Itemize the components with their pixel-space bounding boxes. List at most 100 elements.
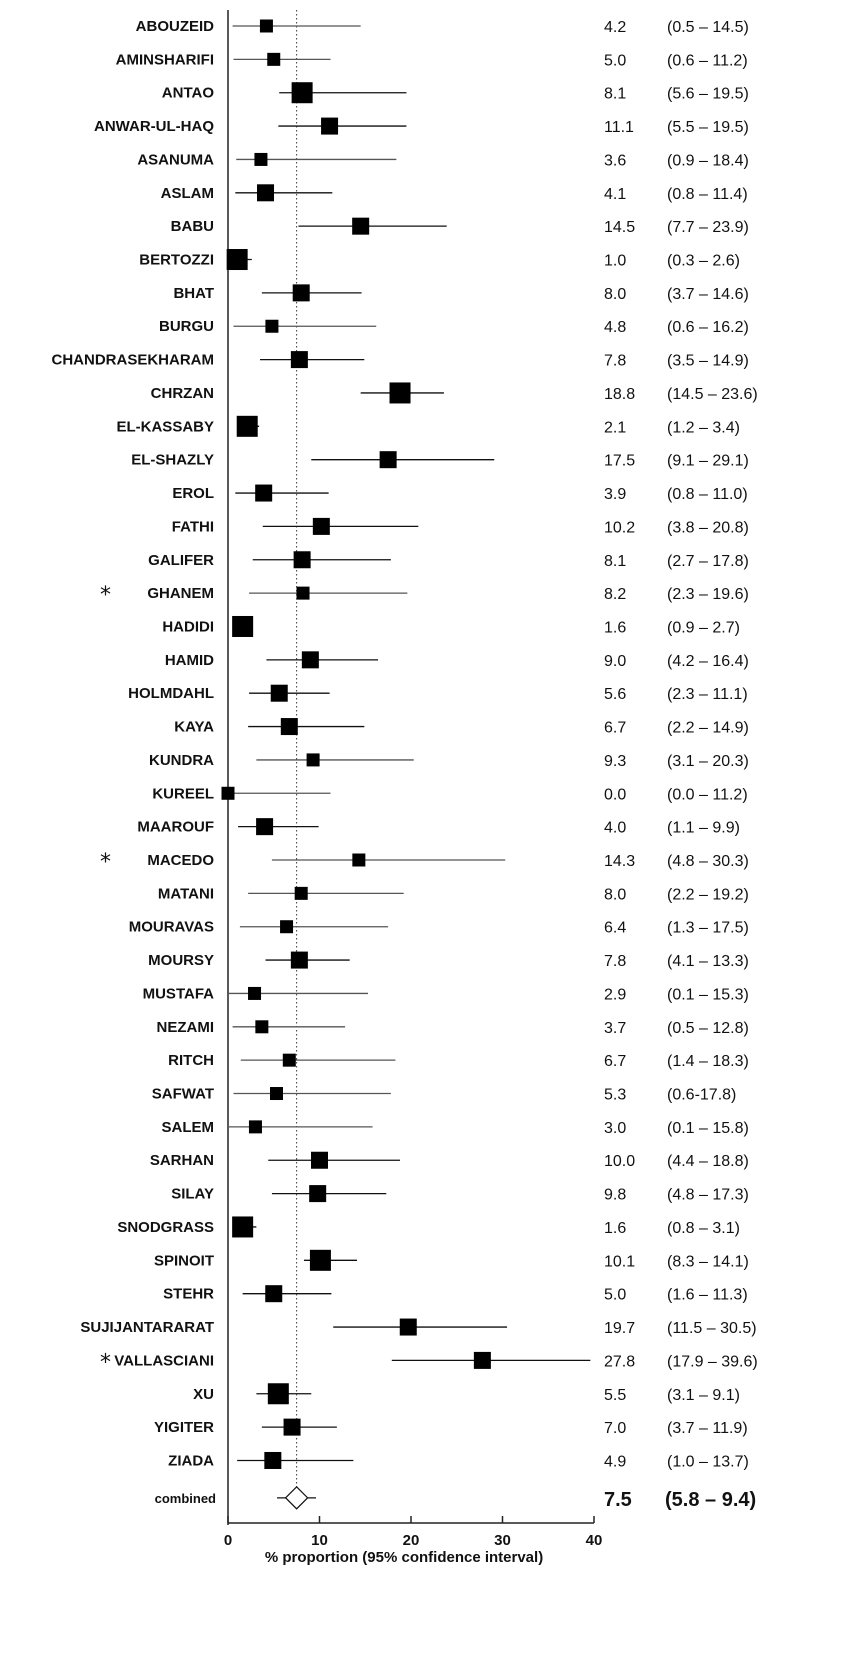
estimate-square	[267, 1383, 289, 1405]
x-axis-label: % proportion (95% confidence interval)	[265, 1549, 543, 1566]
study-label: HOLMDAHL	[128, 685, 214, 702]
estimate-square	[264, 1451, 282, 1469]
estimate-square	[292, 284, 310, 302]
estimate-value: 3.0	[604, 1120, 626, 1137]
study-label: SARHAN	[150, 1152, 214, 1169]
ci-value: (0.0 – 11.2)	[667, 786, 748, 803]
ci-value: (0.3 – 2.6)	[667, 253, 740, 270]
estimate-value: 18.8	[604, 386, 635, 403]
study-label: EROL	[172, 485, 214, 502]
estimate-value: 2.9	[604, 986, 626, 1003]
estimate-square	[226, 249, 248, 271]
estimate-value: 7.8	[604, 953, 626, 970]
study-label: MOURAVAS	[129, 919, 214, 936]
estimate-square	[280, 718, 298, 736]
study-label: AMINSHARIFI	[116, 51, 214, 68]
study-label: SALEM	[162, 1119, 215, 1136]
study-label: MAAROUF	[137, 819, 214, 836]
study-label: NEZAMI	[157, 1019, 215, 1036]
estimate-square	[255, 1020, 269, 1034]
estimate-square	[257, 184, 275, 202]
combined-ci: (5.8 – 9.4)	[665, 1489, 756, 1511]
study-label: MATANI	[158, 885, 214, 902]
estimate-square	[221, 786, 235, 800]
ci-value: (9.1 – 29.1)	[667, 453, 749, 470]
estimate-value: 14.5	[604, 219, 635, 236]
x-tick-label: 30	[494, 1532, 511, 1549]
estimate-value: 5.5	[604, 1387, 626, 1404]
ci-value: (8.3 – 14.1)	[667, 1253, 749, 1270]
estimate-square	[265, 1285, 283, 1303]
estimate-square	[256, 818, 274, 836]
study-label: XU	[193, 1386, 214, 1403]
estimate-square	[399, 1318, 417, 1336]
study-label: HADIDI	[162, 618, 214, 635]
ci-value: (0.6 – 16.2)	[667, 319, 749, 336]
ci-value: (4.4 – 18.8)	[667, 1153, 749, 1170]
ci-value: (3.1 – 20.3)	[667, 753, 749, 770]
estimate-value: 11.1	[604, 119, 634, 136]
estimate-value: 1.6	[604, 619, 626, 636]
estimate-square	[306, 753, 320, 767]
estimate-square	[232, 1216, 254, 1238]
estimate-value: 8.2	[604, 586, 626, 603]
study-label: MOURSY	[148, 952, 214, 969]
ci-value: (3.7 – 14.6)	[667, 286, 749, 303]
study-label: MACEDO	[147, 852, 214, 869]
ci-value: (14.5 – 23.6)	[667, 386, 758, 403]
estimate-square	[254, 152, 268, 166]
ci-value: (2.3 – 19.6)	[667, 586, 749, 603]
estimate-square	[282, 1053, 296, 1067]
estimate-square	[352, 217, 370, 235]
estimate-square	[283, 1418, 301, 1436]
ci-value: (1.3 – 17.5)	[667, 920, 749, 937]
study-label: YIGITER	[154, 1419, 214, 1436]
study-label: CHANDRASEKHARAM	[52, 352, 215, 369]
estimate-value: 9.8	[604, 1187, 626, 1204]
estimate-square	[265, 319, 279, 333]
estimate-value: 8.0	[604, 286, 626, 303]
estimate-value: 7.0	[604, 1420, 626, 1437]
estimate-value: 10.2	[604, 519, 635, 536]
estimate-value: 3.9	[604, 486, 626, 503]
study-label: SNODGRASS	[117, 1219, 214, 1236]
study-label: VALLASCIANI	[114, 1352, 214, 1369]
ci-value: (0.6 – 11.2)	[667, 52, 748, 69]
ci-value: (0.5 – 14.5)	[667, 19, 749, 36]
study-label: BABU	[171, 218, 214, 235]
ci-value: (5.5 – 19.5)	[667, 119, 749, 136]
ci-value: (1.0 – 13.7)	[667, 1453, 749, 1470]
combined-label: combined	[155, 1491, 216, 1506]
estimate-value: 8.1	[604, 86, 626, 103]
ci-value: (4.8 – 30.3)	[667, 853, 749, 870]
study-label: FATHI	[172, 518, 214, 535]
ci-value: (2.2 – 19.2)	[667, 886, 749, 903]
study-label: MUSTAFA	[143, 985, 215, 1002]
study-label: EL-KASSABY	[116, 418, 214, 435]
study-label: ANWAR-UL-HAQ	[94, 118, 214, 135]
x-tick-label: 20	[403, 1532, 420, 1549]
estimate-square	[269, 1087, 283, 1101]
x-tick-label: 10	[311, 1532, 328, 1549]
study-label: RITCH	[168, 1052, 214, 1069]
estimate-square	[259, 19, 273, 33]
combined-estimate: 7.5	[604, 1489, 632, 1511]
ci-value: (1.2 – 3.4)	[667, 419, 740, 436]
estimate-square	[290, 951, 308, 969]
estimate-square	[255, 484, 273, 502]
study-label: SAFWAT	[152, 1086, 214, 1103]
study-label: KUNDRA	[149, 752, 214, 769]
study-label: ASLAM	[161, 185, 214, 202]
estimate-value: 0.0	[604, 786, 626, 803]
estimate-value: 6.7	[604, 1053, 626, 1070]
estimate-value: 1.0	[604, 253, 626, 270]
ci-value: (0.1 – 15.8)	[667, 1120, 749, 1137]
x-tick-label: 40	[586, 1532, 603, 1549]
study-label: HAMID	[165, 652, 214, 669]
estimate-value: 27.8	[604, 1353, 635, 1370]
ci-value: (1.4 – 18.3)	[667, 1053, 749, 1070]
estimate-value: 14.3	[604, 853, 635, 870]
ci-value: (0.1 – 15.3)	[667, 986, 749, 1003]
ci-value: (0.8 – 3.1)	[667, 1220, 740, 1237]
ci-value: (2.2 – 14.9)	[667, 720, 749, 737]
